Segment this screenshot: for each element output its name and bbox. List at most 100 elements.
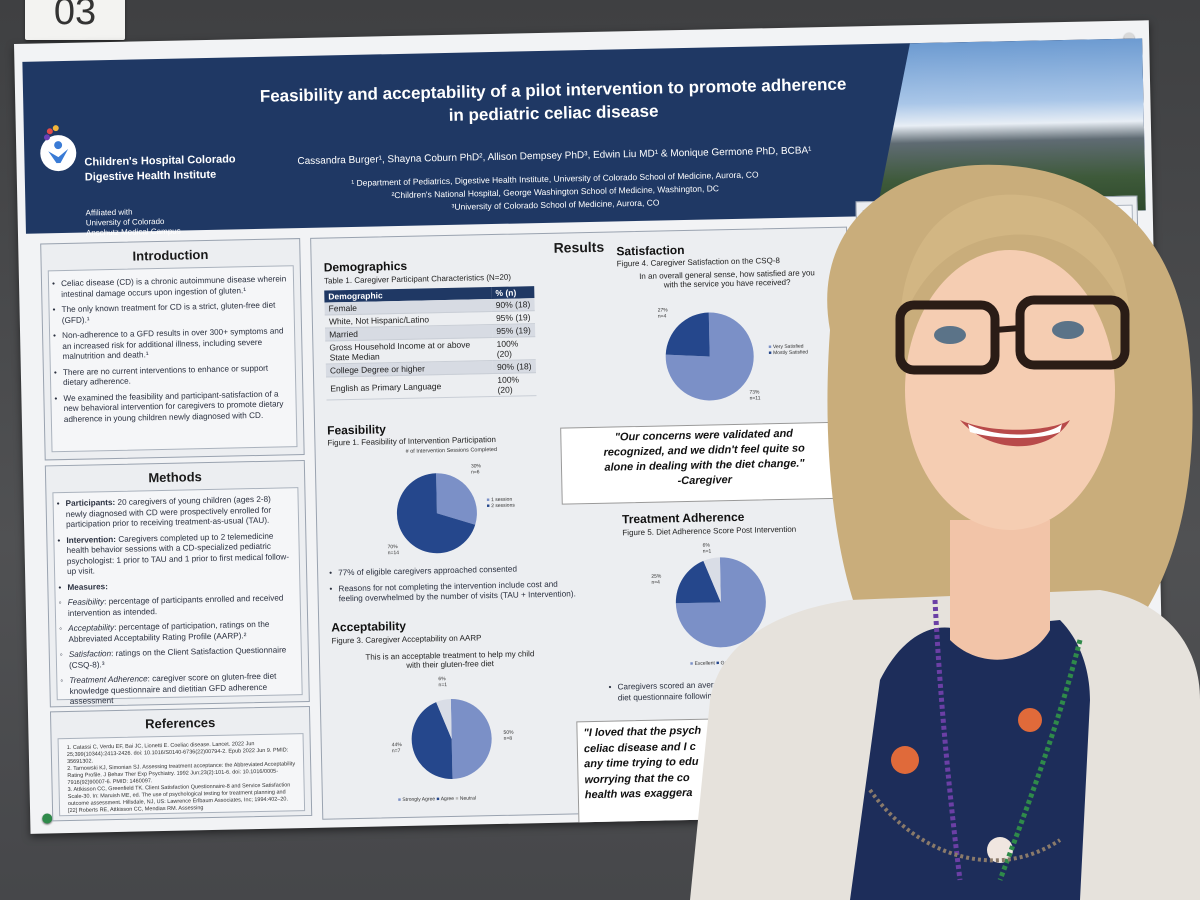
slice-count: n=1 xyxy=(702,548,712,555)
feasibility-chart-title: # of Intervention Sessions Completed xyxy=(405,446,498,455)
satisfaction-heading: Satisfaction xyxy=(616,243,685,259)
feasibility-note: 77% of eligible caregivers approached co… xyxy=(338,563,578,579)
feasibility-heading: Feasibility xyxy=(327,422,386,438)
mountain-photo xyxy=(872,38,1146,216)
methods-heading: Methods xyxy=(148,469,202,486)
slice-label: 6% n=1 xyxy=(703,543,712,555)
methods-body: Participants: 20 caregivers of young chi… xyxy=(52,487,303,706)
slice-count: n=14 xyxy=(387,550,400,557)
measures-label: Measures: xyxy=(67,581,108,592)
pie-slice-very-satisfied xyxy=(665,312,754,401)
satisfaction-chart-title: In an overall general sense, how satisfi… xyxy=(612,268,842,291)
column-header: % (n) xyxy=(491,286,535,300)
pie-slice-agree xyxy=(411,702,453,779)
pushpin-icon xyxy=(42,813,53,824)
acceptability-caption: Figure 3. Caregiver Acceptability on AAR… xyxy=(331,633,482,646)
reference-item: 3. Attkisson CC, Greenfield TK. Client S… xyxy=(67,782,291,815)
slice-count: n=7 xyxy=(391,748,401,755)
pie-slice-mostly-satisfied xyxy=(665,312,710,357)
legend-label: 2 sessions xyxy=(491,502,515,510)
intro-bullet: We examined the feasibility and particip… xyxy=(63,389,290,425)
research-poster: Children's Hospital Colorado Digestive H… xyxy=(14,20,1166,834)
methods-bullet: Participants: 20 caregivers of young chi… xyxy=(66,494,293,530)
pie-slice-neutral xyxy=(436,698,452,739)
affiliation-line-3: Anschutz Medical Campus xyxy=(85,226,181,238)
intro-bullet: There are no current interventions to en… xyxy=(63,363,289,389)
slice-label: 50% n=8 xyxy=(503,730,513,742)
intro-bullet: Non-adherence to a GFD results in over 3… xyxy=(62,326,289,362)
adherence-pie-chart xyxy=(675,557,766,648)
feasibility-legend: ■ 1 session ■ 2 sessions xyxy=(487,497,515,510)
departments: ¹ Department of Pediatrics, Digestive He… xyxy=(225,166,886,219)
table-cell: English as Primary Language xyxy=(326,373,494,401)
slice-label: 70% n=14 xyxy=(388,544,400,556)
acceptability-legend: ■ Strongly Agree ■ Agree ■ Neutral xyxy=(397,795,477,804)
legend-label: Neutral xyxy=(459,795,477,802)
feasibility-pie-chart xyxy=(396,473,477,554)
acceptability-pie-chart xyxy=(411,698,492,779)
slice-label: 25% n=4 xyxy=(651,574,661,586)
table-cell: 95% (19) xyxy=(491,310,535,325)
caregiver-quote-2: "I loved that the psych celiac disease a… xyxy=(576,717,773,834)
satisfaction-legend: ■ Very Satisfied ■ Mostly Satisfied xyxy=(768,343,809,357)
slice-count: n=8 xyxy=(503,735,513,742)
introduction-body: Celiac disease (CD) is a chronic autoimm… xyxy=(47,265,298,453)
table-caption: Table 1. Caregiver Participant Character… xyxy=(323,272,512,286)
pie-slice-strongly-agree xyxy=(450,698,492,779)
intro-bullet: The only known treatment for CD is a str… xyxy=(61,300,287,326)
acceptability-heading: Acceptability xyxy=(331,618,407,635)
satisfaction-label: Satisfaction xyxy=(68,649,112,659)
methods-sub-bullet: Satisfaction: ratings on the Client Sati… xyxy=(69,645,295,671)
slice-count: n=4 xyxy=(651,579,660,586)
feasibility-note: Reasons for not completing the intervent… xyxy=(338,579,578,605)
legend-label: Excellent xyxy=(694,660,715,667)
legend-item: ■ Mostly Satisfied xyxy=(768,349,809,357)
slice-label: 73% n=11 xyxy=(749,389,760,401)
poster-header: Children's Hospital Colorado Digestive H… xyxy=(22,38,1146,238)
conclusion-bullet: Chd xyxy=(877,250,1133,276)
slice-label: 6% n=1 xyxy=(438,676,447,688)
references-heading: References xyxy=(145,714,216,732)
pie-slice-one-session xyxy=(436,473,477,525)
methods-section: Methods Participants: 20 caregivers of y… xyxy=(44,460,310,708)
references-body: 1. Catassi C, Verdu EF, Bai JC, Lionetti… xyxy=(57,733,306,817)
note-line: diet questionnaire following xyxy=(617,690,717,702)
slice-count: n=6 xyxy=(471,469,480,476)
hospital-logo-icon xyxy=(40,125,77,172)
demographics-heading: Demographics xyxy=(323,258,408,275)
introduction-section: Introduction Celiac disease (CD) is a ch… xyxy=(40,238,305,461)
references-section: References 1. Catassi C, Verdu EF, Bai J… xyxy=(49,705,313,822)
organization-name: Children's Hospital Colorado Digestive H… xyxy=(84,152,236,185)
slice-label: 27% n=4 xyxy=(658,307,668,319)
legend-label: Mostly Satisfied xyxy=(773,349,809,357)
participants-label: Participants: xyxy=(65,497,116,509)
slice-count: n=11 xyxy=(749,395,761,402)
slice-count: n=1 xyxy=(438,682,448,689)
legend-label: Good xyxy=(720,660,733,667)
methods-sub-bullet: Treatment Adherence: caregiver score on … xyxy=(69,671,296,707)
poster-number: 03 xyxy=(53,0,97,33)
caregiver-quote-1: "Our concerns were validated and recogni… xyxy=(560,421,849,505)
results-section: Results Demographics Table 1. Caregiver … xyxy=(310,226,860,834)
slice-label: 30% n=6 xyxy=(471,463,481,475)
slice-count: n=4 xyxy=(657,313,667,320)
pie-slice-two-sessions xyxy=(396,473,476,554)
intervention-label: Intervention: xyxy=(66,534,117,545)
demographics-table: Demographic % (n) Female 90% (18) White, … xyxy=(324,286,537,401)
intro-bullet: Celiac disease (CD) is a chronic autoimm… xyxy=(61,274,287,300)
table-row: English as Primary Language 100% (20) xyxy=(326,372,537,401)
table-cell: 90% (18) xyxy=(491,298,535,312)
introduction-heading: Introduction xyxy=(132,246,209,264)
legend-label: Agree xyxy=(440,795,455,803)
affiliation-block: Affiliated with University of Colorado A… xyxy=(85,207,180,239)
acceptability-label: Acceptability xyxy=(68,623,115,633)
poster-title: Feasibility and acceptability of a pilot… xyxy=(223,72,884,132)
poster-number-card: 03 xyxy=(25,0,125,40)
authors: Cassandra Burger¹, Shayna Coburn PhD², A… xyxy=(297,145,812,168)
table-cell: 90% (18) xyxy=(492,359,536,374)
org-name-line-2: Digestive Health Institute xyxy=(84,168,217,184)
